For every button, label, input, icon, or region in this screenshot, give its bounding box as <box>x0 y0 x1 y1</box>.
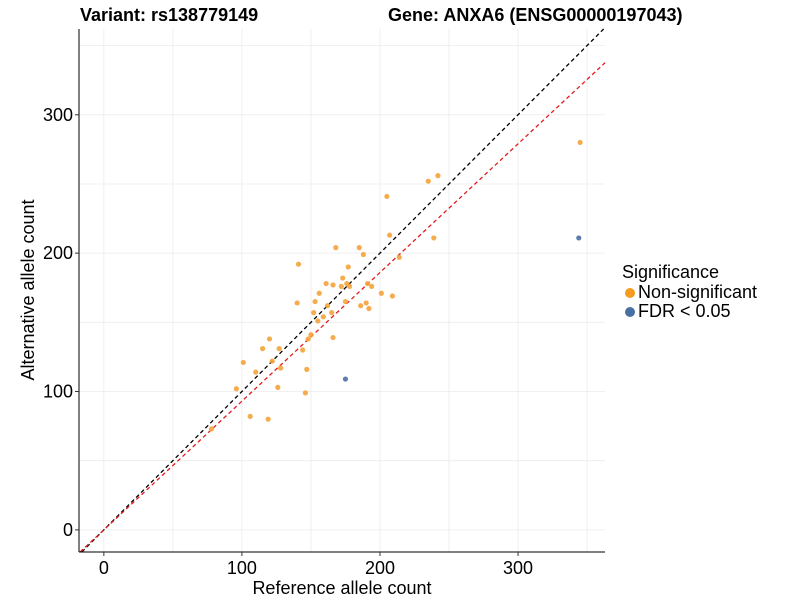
y-tick-label: 0 <box>63 520 73 540</box>
data-point <box>356 245 362 251</box>
data-point <box>384 193 390 200</box>
reference-line-identity <box>81 28 605 553</box>
data-point <box>316 290 322 296</box>
data-point <box>333 245 339 251</box>
grid <box>79 29 605 552</box>
data-point <box>240 359 246 366</box>
data-point <box>330 334 336 341</box>
data-point <box>253 369 259 375</box>
legend-key-fdr <box>625 306 635 317</box>
data-point <box>269 358 275 364</box>
data-point <box>329 310 335 316</box>
data-point <box>378 290 384 296</box>
data-point <box>312 298 318 305</box>
legend: Significance Non-significant FDR < 0.05 <box>622 262 757 321</box>
data-point <box>435 173 441 179</box>
data-point <box>576 235 582 241</box>
data-point <box>320 314 326 320</box>
data-point <box>295 261 302 267</box>
data-point <box>311 310 317 316</box>
legend-label: FDR < 0.05 <box>638 301 731 321</box>
data-point <box>324 303 331 309</box>
variant-title: Variant: rs138779149 <box>80 5 259 25</box>
data-point <box>338 283 344 289</box>
data-point <box>275 384 281 390</box>
data-point <box>346 283 353 289</box>
legend-item-non-significant: Non-significant <box>622 283 757 302</box>
data-point <box>389 293 395 299</box>
data-point <box>342 376 349 382</box>
x-tick-label: 200 <box>365 558 395 578</box>
data-point <box>342 298 349 305</box>
data-point <box>330 282 336 288</box>
data-point <box>315 318 321 324</box>
x-tick-label: 300 <box>503 558 533 578</box>
data-point <box>294 300 300 306</box>
data-point <box>277 365 284 371</box>
x-tick-label: 100 <box>227 558 257 578</box>
data-point <box>396 254 402 260</box>
y-tick-label: 100 <box>43 382 73 402</box>
data-point <box>308 332 314 338</box>
data-point <box>247 413 253 420</box>
data-point <box>577 139 583 146</box>
data-point <box>387 232 393 238</box>
data-point <box>208 426 215 432</box>
data-point <box>276 346 282 352</box>
data-point <box>366 305 372 312</box>
tick-labels: 0 100 200 300 0 100 200 300 <box>43 105 533 578</box>
data-point <box>369 283 375 289</box>
data-point <box>265 416 271 422</box>
data-point <box>304 366 310 372</box>
data-point <box>266 336 273 342</box>
reference-line-fit <box>79 62 606 553</box>
axes <box>78 29 605 553</box>
data-point <box>305 336 311 342</box>
x-axis-label: Reference allele count <box>252 578 431 598</box>
reference-lines <box>79 28 606 553</box>
legend-key-non-significant <box>625 287 635 298</box>
legend-label: Non-significant <box>638 282 758 302</box>
data-points <box>208 139 583 432</box>
data-point <box>425 178 431 184</box>
legend-title: Significance <box>622 262 720 282</box>
data-point <box>323 280 329 287</box>
data-point <box>233 386 239 392</box>
data-point <box>345 264 351 270</box>
data-point <box>302 390 309 396</box>
gene-title: Gene: ANXA6 (ENSG00000197043) <box>388 5 683 25</box>
data-point <box>260 346 266 352</box>
legend-item-fdr: FDR < 0.05 <box>622 302 757 321</box>
data-point <box>340 275 346 281</box>
data-point <box>431 235 437 241</box>
x-tick-label: 0 <box>99 558 109 578</box>
y-tick-label: 300 <box>43 105 73 125</box>
data-point <box>300 347 306 353</box>
data-point <box>358 303 364 309</box>
y-tick-label: 200 <box>43 243 73 263</box>
y-axis-label: Alternative allele count <box>18 199 38 380</box>
data-point <box>360 251 366 258</box>
data-point <box>364 280 371 287</box>
data-point <box>363 300 369 306</box>
